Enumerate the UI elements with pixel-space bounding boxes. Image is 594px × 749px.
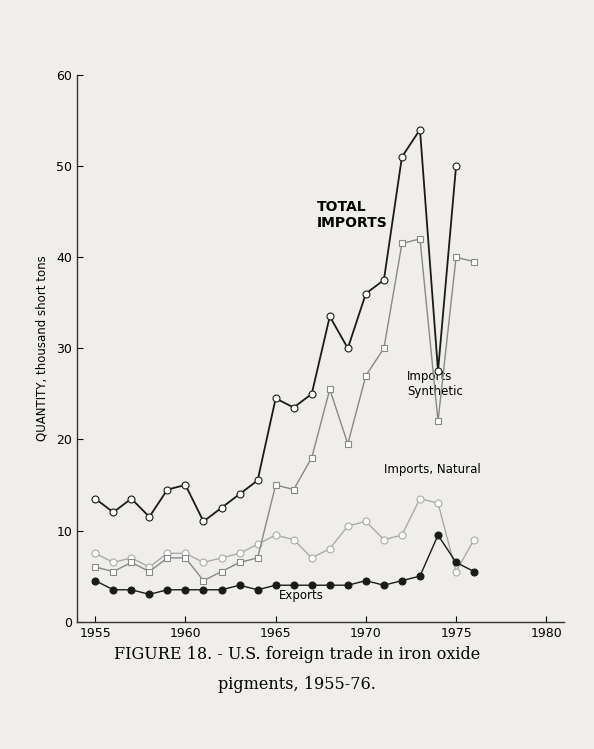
Text: pigments, 1955-76.: pigments, 1955-76. bbox=[218, 676, 376, 693]
Y-axis label: QUANTITY, thousand short tons: QUANTITY, thousand short tons bbox=[35, 255, 48, 441]
Text: FIGURE 18. - U.S. foreign trade in iron oxide: FIGURE 18. - U.S. foreign trade in iron … bbox=[114, 646, 480, 663]
Text: TOTAL
IMPORTS: TOTAL IMPORTS bbox=[317, 200, 388, 230]
Text: Exports: Exports bbox=[279, 589, 324, 601]
Text: Imports
Synthetic: Imports Synthetic bbox=[407, 371, 463, 398]
Text: Imports, Natural: Imports, Natural bbox=[384, 463, 481, 476]
